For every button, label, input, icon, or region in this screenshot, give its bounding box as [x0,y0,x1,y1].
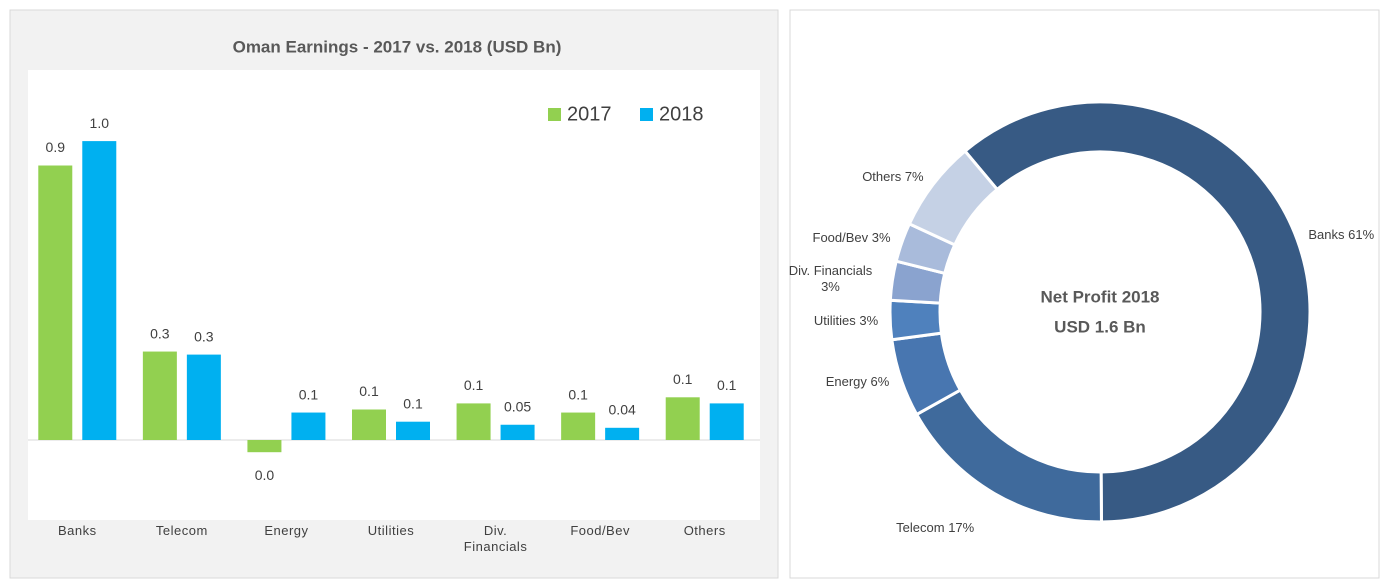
donut-label: Utilities 3% [814,313,878,329]
value-label: 0.1 [299,386,319,402]
donut-label: Div. Financials 3% [780,263,880,295]
bar [352,409,386,440]
bar [709,403,744,440]
bar [456,403,491,440]
donut-label: Telecom 17% [896,520,974,536]
legend-swatch [548,108,561,121]
donut-category: Div. Financials [788,262,873,278]
donut-category: Utilities [813,312,856,328]
value-label: 0.1 [359,383,379,399]
bar [186,354,221,440]
donut-label: Banks 61% [1308,227,1374,243]
bar [82,141,117,440]
donut-category: Banks [1308,227,1345,243]
donut-center-text: USD 1.6 Bn [1054,317,1146,336]
value-label: 0.1 [717,377,737,393]
donut-slice [962,100,1312,524]
donut-slice [888,298,944,342]
bar [561,412,596,440]
value-label: 1.0 [90,115,110,131]
donut-category: Others [862,169,902,185]
donut-value-label: 61% [1348,227,1375,243]
value-label: 0.9 [46,139,66,155]
donut-value-label: 6% [870,374,890,390]
x-tick-label: Utilities [367,523,415,538]
donut-value-label: 3% [859,312,879,328]
value-label: 0.1 [568,386,588,402]
x-tick-label: Banks [57,523,97,538]
bar [500,424,535,440]
value-label: 0.3 [194,328,214,344]
plot-area [28,70,760,520]
x-tick-label: Div. Financials [463,523,528,554]
bar [247,440,282,453]
donut-value-label: 17% [948,520,975,536]
value-label: 0.1 [464,377,484,393]
bar-title: Oman Earnings - 2017 vs. 2018 (USD Bn) [233,37,562,56]
donut-category: Energy [825,374,867,390]
value-label: 0.3 [150,325,170,341]
donut-center-text: Net Profit 2018 [1040,287,1159,306]
donut-value-label: 3% [821,278,840,294]
donut-slice [907,149,1000,247]
x-tick-label: Energy [264,523,309,538]
bar [665,397,700,440]
donut-label: Others 7% [862,169,923,185]
x-tick-label: Telecom [155,523,208,538]
x-tick-label: Food/Bev [570,523,630,538]
value-label: 0.05 [504,398,531,414]
legend-swatch [640,108,653,121]
donut-value-label: 7% [904,169,924,185]
donut-label: Food/Bev 3% [813,230,891,246]
donut-category: Food/Bev [812,230,869,246]
bar [396,421,430,440]
bar [142,351,177,440]
bar [38,165,73,440]
donut-label: Energy 6% [826,374,890,390]
value-label: 0.0 [255,467,275,483]
legend-label: 2018 [659,103,704,125]
value-label: 0.04 [609,402,636,418]
bar [291,412,326,440]
value-label: 0.1 [673,371,693,387]
legend-label: 2017 [567,103,612,125]
x-tick-label: Others [683,523,726,538]
donut-value-label: 3% [871,230,891,246]
donut-category: Telecom [896,520,945,536]
bar [605,427,640,440]
value-label: 0.1 [403,395,423,411]
